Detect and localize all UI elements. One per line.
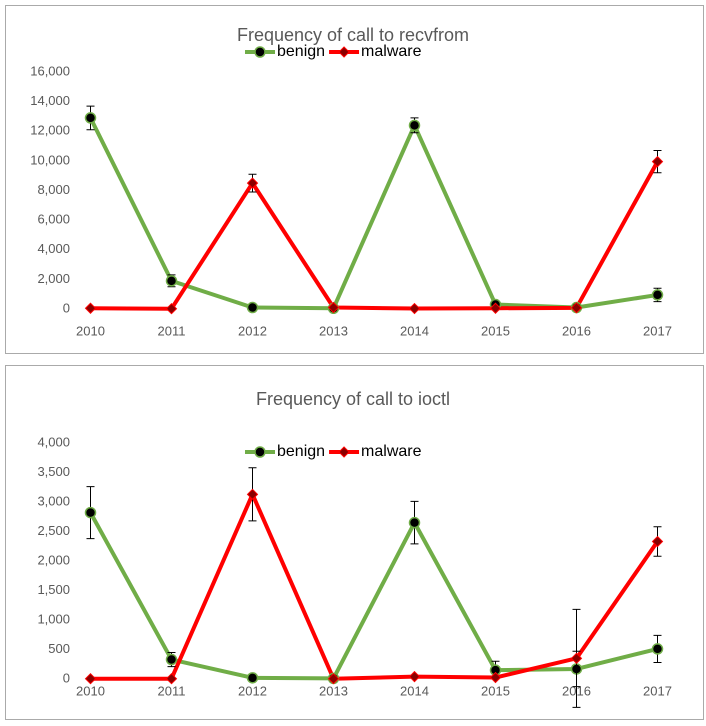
marker [570, 652, 583, 665]
x-tick-label: 2015 [481, 683, 510, 698]
marker [84, 672, 97, 685]
marker [165, 653, 178, 666]
legend-label: benign [277, 443, 325, 460]
x-tick-label: 2012 [238, 683, 267, 698]
x-tick-label: 2012 [238, 323, 267, 338]
y-tick-label: 4,000 [37, 241, 70, 256]
marker [338, 446, 350, 458]
marker [408, 302, 421, 315]
marker [408, 516, 421, 529]
marker [165, 672, 178, 685]
y-tick-label: 3,000 [37, 493, 70, 508]
marker [489, 671, 502, 684]
y-tick-label: 2,500 [37, 523, 70, 538]
marker [489, 302, 502, 314]
legend-label: malware [361, 43, 422, 60]
marker [651, 643, 664, 655]
chart-title: Frequency of call to ioctl [256, 389, 450, 409]
y-tick-label: 10,000 [30, 152, 70, 167]
panel-border [5, 5, 704, 354]
marker [338, 46, 350, 58]
marker [327, 301, 340, 314]
marker [246, 488, 259, 501]
chart-title: Frequency of call to recvfrom [237, 25, 469, 45]
marker [651, 289, 664, 301]
marker [246, 177, 259, 189]
y-tick-label: 6,000 [37, 212, 70, 227]
x-tick-label: 2016 [562, 323, 591, 338]
series-line [90, 160, 660, 311]
marker [246, 672, 259, 684]
x-tick-label: 2010 [76, 323, 105, 338]
x-tick-label: 2013 [319, 323, 348, 338]
x-tick-label: 2011 [158, 323, 186, 338]
legend-label: malware [361, 443, 422, 460]
y-tick-label: 4,000 [37, 434, 70, 449]
marker [408, 670, 421, 683]
y-tick-label: 16,000 [30, 63, 70, 78]
x-tick-label: 2015 [481, 323, 510, 338]
y-tick-label: 500 [48, 641, 70, 656]
marker [165, 275, 178, 287]
marker [84, 302, 97, 314]
marker [246, 301, 259, 314]
marker [570, 302, 583, 314]
x-tick-label: 2011 [158, 683, 186, 698]
y-tick-label: 1,000 [37, 611, 70, 626]
y-tick-label: 0 [63, 670, 70, 685]
marker [165, 302, 178, 315]
x-tick-label: 2013 [319, 683, 348, 698]
marker [327, 672, 340, 685]
x-tick-label: 2014 [400, 683, 429, 698]
marker [408, 119, 421, 132]
x-tick-label: 2017 [643, 683, 672, 698]
x-tick-label: 2014 [400, 323, 429, 338]
legend-label: benign [277, 43, 325, 60]
marker [651, 155, 664, 168]
y-tick-label: 0 [63, 300, 70, 315]
marker [84, 506, 97, 519]
y-tick-label: 2,000 [37, 552, 70, 567]
y-tick-label: 8,000 [37, 182, 70, 197]
x-tick-label: 2017 [643, 323, 672, 338]
marker [651, 535, 664, 548]
marker [254, 446, 266, 458]
marker [254, 46, 266, 58]
series-line [90, 492, 660, 681]
y-tick-label: 2,000 [37, 271, 70, 286]
series-line [88, 511, 658, 681]
panel-border [5, 365, 704, 720]
y-tick-label: 3,500 [37, 464, 70, 479]
y-tick-label: 1,500 [37, 582, 70, 597]
marker [84, 112, 97, 124]
x-tick-label: 2010 [76, 683, 105, 698]
y-tick-label: 14,000 [30, 93, 70, 108]
y-tick-label: 12,000 [30, 123, 70, 138]
